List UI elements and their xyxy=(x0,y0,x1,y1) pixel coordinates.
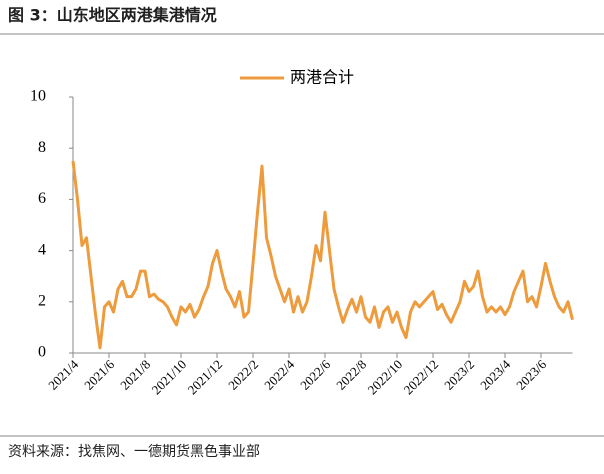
x-tick-label: 2022/4 xyxy=(261,356,297,392)
x-tick-label: 2022/10 xyxy=(364,357,405,398)
y-tick-label: 0 xyxy=(38,344,46,361)
y-tick-label: 2 xyxy=(38,292,46,309)
legend-label: 两港合计 xyxy=(290,68,354,87)
x-tick-label: 2023/2 xyxy=(441,357,477,393)
x-tick-label: 2022/12 xyxy=(400,357,441,398)
x-tick-label: 2021/12 xyxy=(184,357,225,398)
y-tick-label: 6 xyxy=(38,190,46,207)
y-tick-label: 10 xyxy=(30,88,46,105)
x-tick-label: 2022/6 xyxy=(297,356,333,392)
chart-title: 图 3：山东地区两港集港情况 xyxy=(8,6,217,25)
x-tick-label: 2023/6 xyxy=(513,356,549,392)
x-tick-label: 2021/4 xyxy=(45,356,81,392)
x-tick-label: 2021/6 xyxy=(81,356,117,392)
source-note: 资料来源：找焦网、一德期货黑色事业部 xyxy=(8,443,260,460)
y-tick-label: 8 xyxy=(38,139,46,156)
x-tick-label: 2021/10 xyxy=(148,357,189,398)
line-series xyxy=(71,160,574,350)
y-tick-label: 4 xyxy=(38,241,46,258)
x-tick-label: 2023/4 xyxy=(477,356,513,392)
x-tick-label: 2022/2 xyxy=(225,357,261,393)
